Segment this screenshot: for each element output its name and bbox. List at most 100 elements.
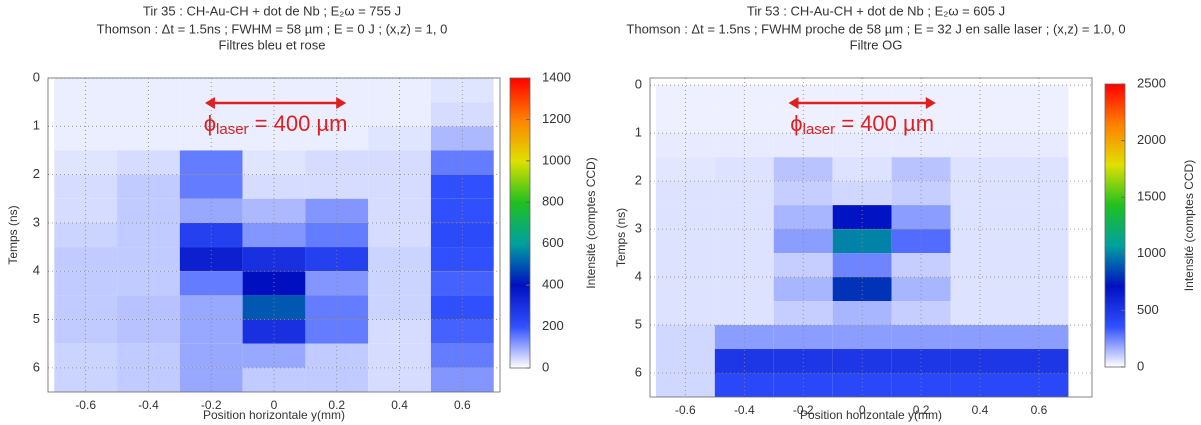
heatmap-cell xyxy=(950,181,1010,206)
heatmap-cell xyxy=(714,85,774,110)
heatmap-cell xyxy=(242,367,306,392)
heatmap-cell xyxy=(714,181,774,206)
heatmap-cell xyxy=(655,349,715,374)
colorbar-tick-label: 400 xyxy=(542,277,564,292)
heatmap-cell xyxy=(1009,205,1069,230)
heatmap-cell xyxy=(891,85,951,110)
colorbar xyxy=(1104,83,1126,368)
annotation-text: = 400 µm xyxy=(835,111,934,136)
heatmap-cell xyxy=(1009,229,1069,254)
x-tick-label: -0.2 xyxy=(201,398,222,412)
heatmap-cell xyxy=(891,181,951,206)
x-tick-label: 0 xyxy=(271,398,278,412)
heatmap-cell xyxy=(891,301,951,326)
heatmap-cell xyxy=(891,229,951,254)
colorbar-tick-label: 0 xyxy=(1137,358,1144,373)
heatmap-cell xyxy=(242,319,306,344)
heatmap-cell xyxy=(714,157,774,182)
colorbar-tick-label: 800 xyxy=(542,194,564,209)
heatmap-cell xyxy=(714,229,774,254)
heatmap-cell xyxy=(832,85,892,110)
heatmap-cell xyxy=(773,109,833,134)
colorbar-tick-label: 200 xyxy=(542,318,564,333)
x-tick-label: -0.6 xyxy=(675,403,696,417)
heatmap-cell xyxy=(117,247,180,272)
heatmap-cell xyxy=(891,157,951,182)
heatmap-cell xyxy=(305,367,369,392)
arrow-head xyxy=(925,97,936,109)
heatmap-cell xyxy=(305,247,369,272)
heatmap-cell xyxy=(655,205,715,230)
arrow-head xyxy=(788,97,799,109)
colorbar-label: Intensité (comptes CCD) xyxy=(584,157,598,288)
heatmap-cell xyxy=(714,109,774,134)
heatmap-cell xyxy=(1009,109,1069,134)
heatmap-cell xyxy=(714,205,774,230)
annotation-subscript: laser xyxy=(803,121,836,138)
heatmap-cell xyxy=(950,85,1010,110)
heatmap-cell xyxy=(950,109,1010,134)
x-tick-label: 0.2 xyxy=(328,398,345,412)
heatmap-cell xyxy=(773,85,833,110)
annotation-subscript: laser xyxy=(216,121,249,138)
heatmap-cell xyxy=(773,301,833,326)
arrow-head xyxy=(336,97,347,109)
colorbar-tick-label: 2000 xyxy=(1137,132,1166,147)
heatmap-cell xyxy=(117,343,180,368)
heatmap-cell xyxy=(1009,325,1069,350)
y-tick-label: 2 xyxy=(635,173,642,188)
heatmap-cell xyxy=(242,271,306,296)
colorbar-tick-label: 2500 xyxy=(1137,75,1166,90)
heatmap-cell xyxy=(773,133,833,158)
heatmap-cell xyxy=(1009,277,1069,302)
y-tick-label: 3 xyxy=(635,221,642,236)
heatmap-cell xyxy=(832,373,892,397)
heatmap-cell xyxy=(305,295,369,320)
heatmap-cell xyxy=(179,295,243,320)
heatmap-cell xyxy=(832,253,892,278)
heatmap-cell xyxy=(54,367,118,392)
annotation-text: = 400 µm xyxy=(249,111,348,136)
annotation: ϕlaser = 400 µm xyxy=(204,111,348,138)
heatmap-cell xyxy=(891,253,951,278)
heatmap-cell xyxy=(1009,349,1069,374)
heatmap-cell xyxy=(368,295,431,320)
heatmap-cell xyxy=(950,277,1010,302)
heatmap-cell xyxy=(179,343,243,368)
heatmap-cell xyxy=(950,205,1010,230)
heatmap-cell xyxy=(655,133,715,158)
chart-title: Tir 35 : CH-Au-CH + dot de Nb ; E₂ω = 75… xyxy=(143,3,401,18)
x-tick-label: -0.4 xyxy=(138,398,159,412)
y-tick-label: 3 xyxy=(33,214,40,229)
annotation-symbol: ϕ xyxy=(790,111,802,136)
heatmap-cell xyxy=(891,325,951,350)
x-tick-label: -0.4 xyxy=(734,403,755,417)
chart-subtitle: Thomson : Δt = 1.5ns ; FWHM proche de 58… xyxy=(626,21,1125,36)
heatmap-cell xyxy=(54,319,118,344)
heatmap-cell xyxy=(368,247,431,272)
heatmap-cell xyxy=(773,229,833,254)
heatmap-cell xyxy=(368,271,431,296)
x-tick-label: -0.6 xyxy=(75,398,96,412)
heatmap-cell xyxy=(655,253,715,278)
heatmap-cell xyxy=(368,367,431,392)
heatmap-cell xyxy=(305,271,369,296)
y-tick-label: 4 xyxy=(635,269,642,284)
heatmap-cell xyxy=(950,157,1010,182)
y-tick-label: 0 xyxy=(33,69,40,84)
heatmap-cell xyxy=(773,373,833,397)
heatmap-cell xyxy=(714,349,774,374)
x-tick-label: 0 xyxy=(859,403,866,417)
heatmap-cell xyxy=(714,277,774,302)
heatmap-cell xyxy=(655,301,715,326)
heatmap-cell xyxy=(891,349,951,374)
heatmap-cell xyxy=(773,325,833,350)
y-tick-label: 6 xyxy=(635,364,642,379)
heatmap-cell xyxy=(655,109,715,134)
heatmap-cell xyxy=(368,343,431,368)
annotation-symbol: ϕ xyxy=(204,111,216,136)
heatmap-cell xyxy=(117,271,180,296)
arrow-head xyxy=(204,97,215,109)
heatmap-cell xyxy=(891,109,951,134)
